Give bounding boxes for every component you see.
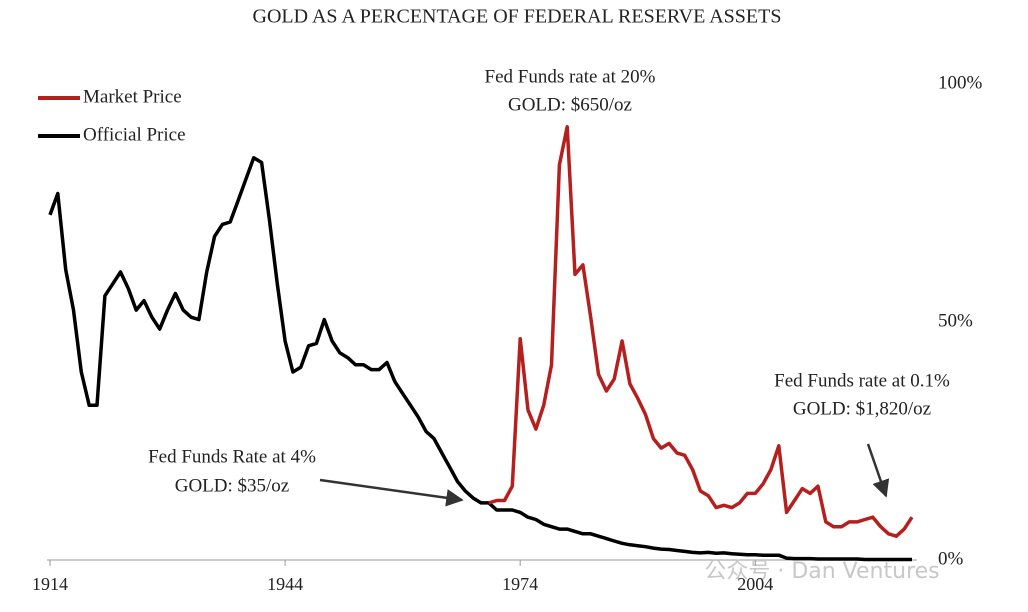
watermark: 公众号 · Dan Ventures bbox=[704, 559, 939, 584]
legend-label: Market Price bbox=[83, 86, 182, 107]
series-line bbox=[488, 125, 914, 538]
y-tick-label: 0% bbox=[938, 548, 964, 569]
annotation: Fed Funds rate at 0.1% bbox=[774, 370, 950, 391]
arrow bbox=[319, 478, 464, 507]
series-line bbox=[48, 156, 912, 562]
annotation: Fed Funds rate at 20% bbox=[485, 66, 656, 87]
x-tick-label: 2004 bbox=[737, 574, 773, 594]
x-tick-label: 1944 bbox=[267, 574, 303, 594]
annotation: GOLD: $1,820/oz bbox=[793, 398, 931, 419]
x-tick-label: 1974 bbox=[502, 574, 538, 594]
annotation: GOLD: $650/oz bbox=[508, 94, 632, 115]
chart-title: GOLD AS A PERCENTAGE OF FEDERAL RESERVE … bbox=[253, 6, 782, 28]
annotation: Fed Funds Rate at 4% bbox=[148, 446, 316, 467]
legend-label: Official Price bbox=[83, 124, 186, 145]
y-tick-label: 100% bbox=[938, 72, 983, 93]
annotation: GOLD: $35/oz bbox=[175, 475, 290, 496]
y-tick-label: 50% bbox=[938, 310, 973, 331]
arrow bbox=[866, 443, 890, 498]
x-tick-label: 1914 bbox=[32, 574, 68, 594]
